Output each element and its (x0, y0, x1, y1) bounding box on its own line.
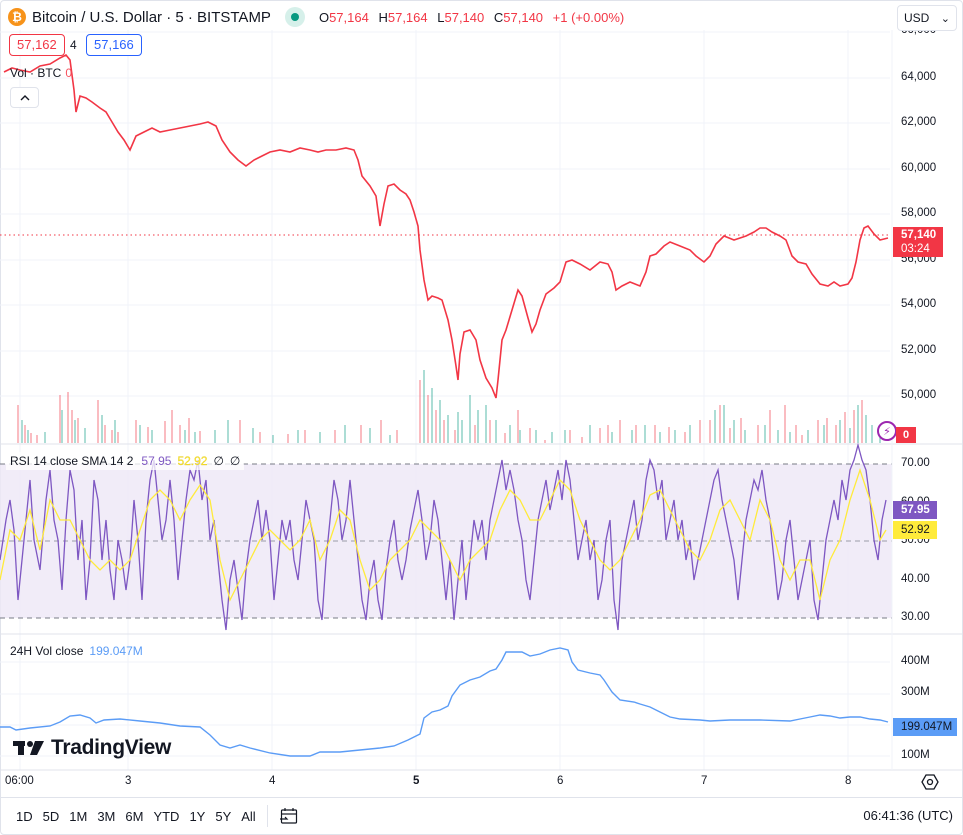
volume-badge: 0 (896, 427, 916, 443)
vol24-tick: 100M (901, 749, 930, 761)
rsi-tick: 30.00 (901, 611, 930, 623)
sell-price-button[interactable]: 57,162 (9, 34, 65, 56)
vol24-value: 199.047M (89, 644, 143, 658)
bar-countdown: 03:24 (901, 243, 930, 255)
close-value: 57,140 (503, 9, 544, 25)
rsi-value-badge: 57.95 (893, 501, 937, 519)
chevron-down-icon: ⌄ (940, 12, 950, 25)
calendar-arrow-icon (279, 808, 297, 824)
ohlc-values: O57,164 H57,164 L57,140 C57,140 +1 (+0.0… (318, 9, 625, 25)
rsi-legend[interactable]: RSI 14 close SMA 14 2 57.95 52.92 ∅ ∅ (6, 452, 245, 470)
time-tick: 3 (125, 775, 132, 787)
sma-value-badge: 52.92 (893, 521, 937, 539)
price-tick: 58,000 (901, 207, 937, 219)
vol24-tick: 300M (901, 686, 930, 698)
toolbar-divider (266, 805, 268, 827)
vol24-tick: 400M (901, 655, 930, 667)
range-1d-button[interactable]: 1D (16, 808, 33, 824)
volume-bars (17, 370, 881, 443)
market-open-status-icon (284, 7, 305, 27)
open-value: 57,164 (329, 9, 369, 25)
range-5y-button[interactable]: 5Y (215, 808, 232, 824)
range-ytd-button[interactable]: YTD (153, 808, 180, 824)
currency-value: USD (904, 11, 930, 25)
price-series (3, 53, 889, 399)
vol24-axis[interactable]: 400M 300M 100M 199.047M (893, 634, 963, 770)
rsi-sma-line (0, 467, 887, 602)
settings-button[interactable] (920, 772, 940, 792)
price-tick: 50,000 (901, 389, 937, 401)
last-price: 57,140 (901, 229, 937, 241)
range-5d-button[interactable]: 5D (42, 808, 60, 824)
time-tick: 7 (701, 775, 708, 787)
vol24-label: 24H Vol close (10, 644, 84, 658)
collapse-legend-button[interactable] (10, 87, 39, 108)
last-price-badge: 57,140 03:24 (893, 227, 943, 257)
utc-clock[interactable]: 06:41:36 (UTC) (863, 808, 953, 823)
range-6m-button[interactable]: 6M (125, 808, 144, 824)
vol24-value-badge: 199.047M (893, 718, 957, 736)
chevron-up-icon (20, 94, 29, 100)
time-axis[interactable]: 06:00 3 4 5 6 7 8 (0, 771, 892, 797)
time-tick: 6 (557, 775, 564, 787)
tradingview-logo-text: TradingView (51, 736, 172, 759)
rsi-extra-value: ∅ (213, 454, 224, 468)
rsi-value: 57.95 (141, 454, 172, 468)
time-tick: 8 (845, 775, 852, 787)
range-all-button[interactable]: All (241, 808, 256, 824)
rsi-axis[interactable]: 70.00 60.00 50.00 40.00 30.00 57.95 52.9… (893, 444, 963, 634)
tradingview-logo[interactable]: TradingView (13, 736, 171, 760)
low-value: 57,140 (444, 9, 485, 25)
go-to-date-button[interactable] (278, 805, 300, 827)
currency-select[interactable]: USD ⌄ (897, 5, 957, 31)
rsi-extra-value: ∅ (229, 454, 241, 468)
high-value: 57,164 (387, 9, 428, 25)
rsi-tick: 40.00 (901, 573, 930, 585)
price-tick: 64,000 (901, 71, 937, 83)
range-3m-button[interactable]: 3M (97, 808, 116, 824)
time-tick: 4 (269, 775, 276, 787)
lightning-icon[interactable]: ⚡ (877, 421, 897, 441)
vol24-legend[interactable]: 24H Vol close 199.047M (10, 644, 143, 658)
time-tick: 5 (413, 775, 420, 787)
rsi-sma-value: 52.92 (177, 454, 208, 468)
price-tick: 52,000 (901, 344, 937, 356)
price-tick: 60,000 (901, 162, 937, 174)
price-tick: 54,000 (901, 298, 937, 310)
volume-label: Vol · BTC (10, 66, 62, 80)
symbol-legend[interactable]: ₿ Bitcoin / U.S. Dollar · 5 · BITSTAMP O… (8, 6, 630, 28)
bottom-toolbar: 1D 5D 1M 3M 6M YTD 1Y 5Y All 06:41:36 (U… (1, 797, 962, 834)
rsi-label: RSI 14 close SMA 14 2 (10, 454, 134, 468)
volume-legend[interactable]: Vol · BTC 0 (10, 66, 72, 80)
range-1y-button[interactable]: 1Y (189, 808, 206, 824)
rsi-tick: 70.00 (901, 457, 930, 469)
price-tick: 62,000 (901, 116, 937, 128)
spread-value: 4 (70, 38, 77, 52)
volume-value: 0 (65, 66, 73, 80)
vol24-line (0, 647, 889, 757)
tradingview-logo-icon (13, 741, 44, 755)
price-tick: 66,000 (901, 30, 936, 36)
range-1m-button[interactable]: 1M (69, 808, 88, 824)
bitcoin-logo-icon: ₿ (8, 8, 26, 26)
change-value: +1 (+0.00%) (552, 9, 625, 25)
main-grid (0, 30, 890, 770)
gear-icon (921, 774, 939, 790)
time-tick: 06:00 (5, 775, 34, 787)
buy-price-button[interactable]: 57,166 (86, 34, 142, 56)
symbol-title[interactable]: Bitcoin / U.S. Dollar · 5 · BITSTAMP (32, 8, 271, 26)
